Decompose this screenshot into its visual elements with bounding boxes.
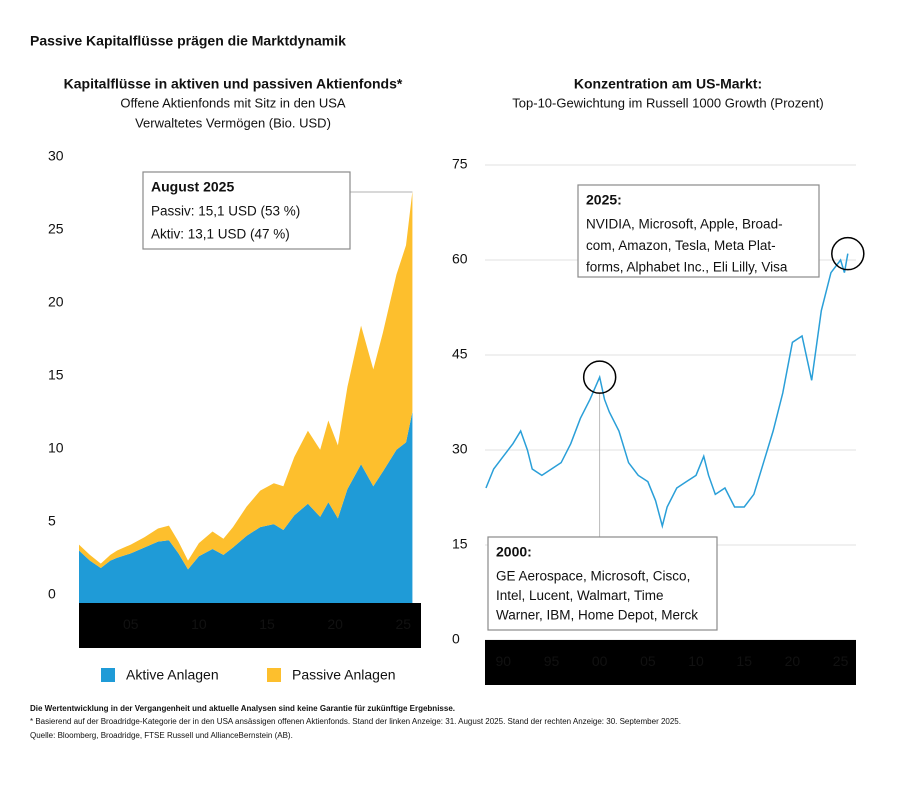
x-tick-label: 15 bbox=[259, 616, 275, 632]
legend-label: Passive Anlagen bbox=[292, 667, 396, 683]
y-tick-label: 75 bbox=[452, 156, 468, 172]
annotation-text: com, Amazon, Tesla, Meta Plat- bbox=[586, 238, 776, 253]
x-axis-band bbox=[79, 603, 421, 648]
chart-subtitle: Verwaltetes Vermögen (Bio. USD) bbox=[135, 115, 331, 130]
chart-title: Konzentration am US-Markt: bbox=[574, 76, 762, 92]
annotation-text: Aktiv: 13,1 USD (47 %) bbox=[151, 227, 290, 242]
highlight-circle bbox=[582, 360, 617, 394]
annotation-title: 2025: bbox=[586, 192, 622, 208]
annotation-box bbox=[142, 171, 351, 250]
annotation-text: forms, Alphabet Inc., Eli Lilly, Visa bbox=[586, 260, 788, 275]
x-tick-label: 05 bbox=[640, 653, 656, 669]
annotation-text: Warner, IBM, Home Depot, Merck bbox=[496, 608, 698, 623]
x-tick-label: 20 bbox=[327, 616, 343, 632]
annotation-title: August 2025 bbox=[151, 179, 234, 195]
annotation-text: GE Aerospace, Microsoft, Cisco, bbox=[496, 569, 690, 584]
page-title: Passive Kapitalflüsse prägen die Marktdy… bbox=[30, 33, 346, 49]
y-tick-label: 60 bbox=[452, 251, 468, 267]
x-tick-label: 10 bbox=[191, 616, 207, 632]
footnote: Die Wertentwicklung in der Vergangenheit… bbox=[30, 704, 455, 713]
annotation-text: NVIDIA, Microsoft, Apple, Broad- bbox=[586, 217, 783, 232]
highlight-circle bbox=[831, 236, 865, 271]
legend-swatch bbox=[267, 668, 281, 682]
x-axis-band bbox=[485, 640, 856, 685]
area bbox=[79, 411, 413, 603]
x-tick-label: 00 bbox=[592, 653, 608, 669]
y-tick-label: 30 bbox=[48, 148, 64, 164]
x-tick-label: 05 bbox=[123, 616, 139, 632]
y-tick-label: 15 bbox=[48, 367, 64, 383]
y-tick-label: 0 bbox=[48, 586, 56, 602]
annotation-box bbox=[487, 536, 718, 631]
x-tick-label: 20 bbox=[785, 653, 801, 669]
y-tick-label: 30 bbox=[452, 441, 468, 457]
x-tick-label: 25 bbox=[833, 653, 849, 669]
annotation-text: Intel, Lucent, Walmart, Time bbox=[496, 588, 664, 603]
footnote: Quelle: Bloomberg, Broadridge, FTSE Russ… bbox=[30, 731, 293, 740]
y-tick-label: 10 bbox=[48, 440, 64, 456]
chart-title: Kapitalflüsse in aktiven und passiven Ak… bbox=[64, 76, 403, 92]
y-tick-label: 25 bbox=[48, 221, 64, 237]
annotation-box bbox=[577, 184, 820, 278]
chart-subtitle: Top-10-Gewichtung im Russell 1000 Growth… bbox=[512, 95, 823, 110]
line bbox=[485, 253, 849, 529]
annotation-title: 2000: bbox=[496, 544, 532, 560]
x-tick-label: 25 bbox=[395, 616, 411, 632]
y-tick-label: 45 bbox=[452, 346, 468, 362]
x-tick-label: 15 bbox=[736, 653, 752, 669]
x-tick-label: 90 bbox=[496, 653, 512, 669]
annotation-text: Passiv: 15,1 USD (53 %) bbox=[151, 204, 300, 219]
y-tick-label: 5 bbox=[48, 513, 56, 529]
x-tick-label: 10 bbox=[688, 653, 704, 669]
y-tick-label: 0 bbox=[452, 631, 460, 647]
y-tick-label: 15 bbox=[452, 536, 468, 552]
footnote: * Basierend auf der Broadridge-Kategorie… bbox=[30, 717, 681, 726]
x-tick-label: 95 bbox=[544, 653, 560, 669]
area bbox=[79, 191, 413, 570]
y-tick-label: 20 bbox=[48, 294, 64, 310]
legend-swatch bbox=[101, 668, 115, 682]
chart-subtitle: Offene Aktienfonds mit Sitz in den USA bbox=[120, 95, 346, 110]
legend-label: Aktive Anlagen bbox=[126, 667, 219, 683]
